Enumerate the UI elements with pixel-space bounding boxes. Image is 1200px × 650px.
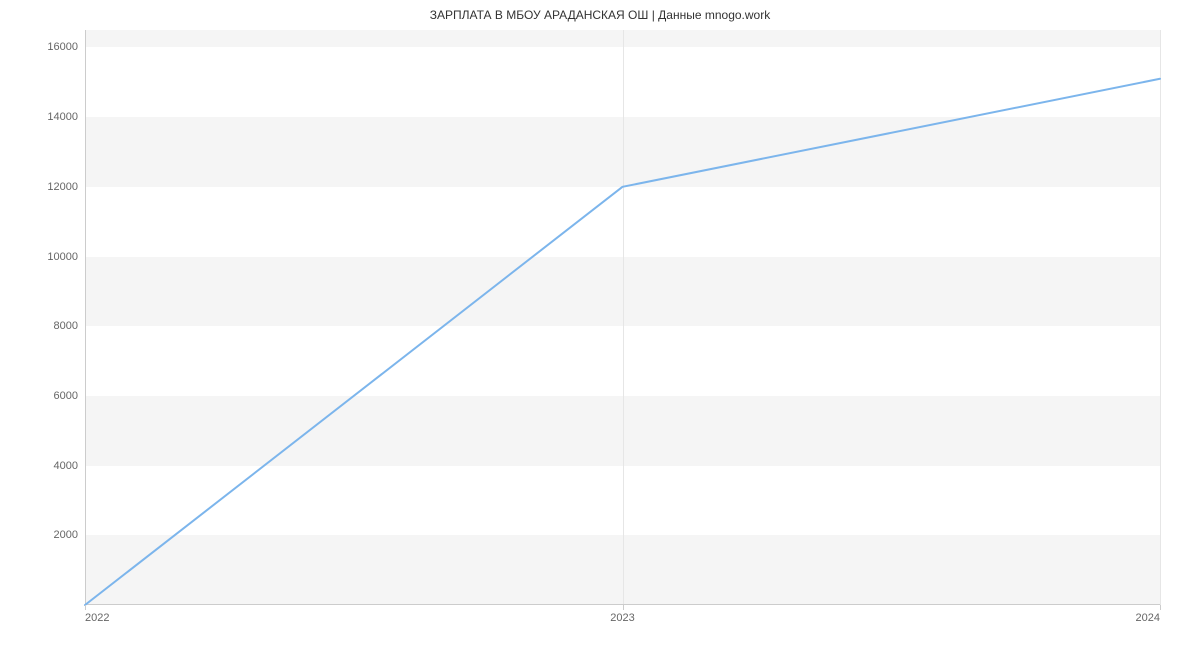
salary-chart: ЗАРПЛАТА В МБОУ АРАДАНСКАЯ ОШ | Данные m… — [0, 0, 1200, 650]
y-tick-label: 16000 — [47, 41, 78, 53]
y-tick-label: 14000 — [47, 111, 78, 123]
grid-line-vertical — [1160, 30, 1161, 605]
y-tick-label: 2000 — [54, 529, 78, 541]
y-tick-label: 12000 — [47, 181, 78, 193]
x-tick-mark — [1160, 605, 1161, 610]
x-tick-mark — [623, 605, 624, 610]
x-tick-mark — [85, 605, 86, 610]
y-tick-label: 6000 — [54, 390, 78, 402]
x-tick-label: 2023 — [610, 612, 634, 624]
plot-area — [85, 30, 1160, 605]
y-tick-label: 8000 — [54, 320, 78, 332]
y-tick-label: 10000 — [47, 251, 78, 263]
line-series — [85, 30, 1160, 605]
x-tick-label: 2024 — [1136, 612, 1160, 624]
chart-title: ЗАРПЛАТА В МБОУ АРАДАНСКАЯ ОШ | Данные m… — [0, 8, 1200, 22]
y-tick-label: 4000 — [54, 460, 78, 472]
x-tick-label: 2022 — [85, 612, 109, 624]
